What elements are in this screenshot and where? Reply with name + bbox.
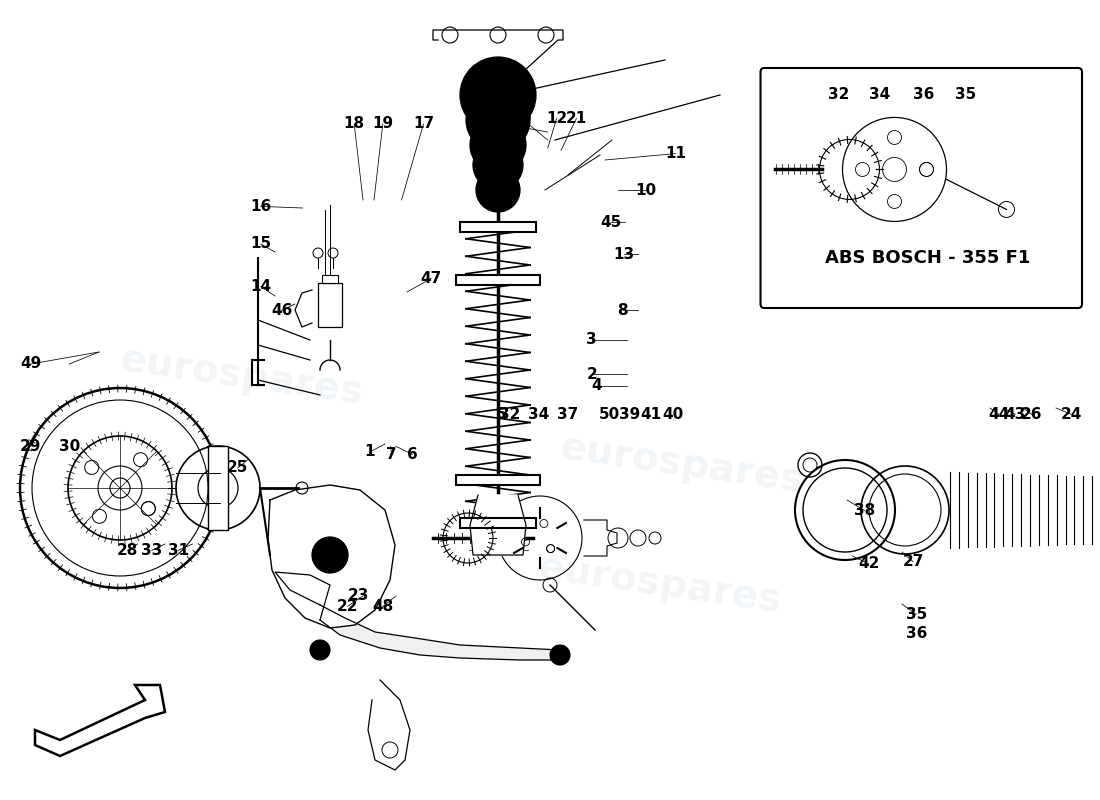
Circle shape [466,88,530,152]
Text: 11: 11 [664,146,686,161]
Text: 35: 35 [905,607,927,622]
Text: 39: 39 [618,407,640,422]
Text: eurospares: eurospares [536,548,784,620]
Text: ABS BOSCH - 355 F1: ABS BOSCH - 355 F1 [825,249,1031,266]
Bar [208,446,228,530]
Text: eurospares: eurospares [558,428,806,500]
Bar [318,283,342,327]
Circle shape [473,140,522,190]
Text: 2: 2 [586,367,597,382]
Bar [456,475,540,485]
Text: 26: 26 [1021,407,1043,422]
Text: 35: 35 [955,87,977,102]
Bar [460,222,536,232]
Polygon shape [275,572,330,620]
Text: 15: 15 [250,237,272,251]
Text: 40: 40 [662,407,684,422]
Text: 50: 50 [598,407,620,422]
Text: 42: 42 [858,557,880,571]
Text: 32: 32 [498,407,520,422]
Text: 48: 48 [372,599,394,614]
Text: 5: 5 [496,407,507,422]
Text: 31: 31 [167,543,189,558]
FancyBboxPatch shape [760,68,1082,308]
Text: 38: 38 [854,503,876,518]
Circle shape [470,117,526,173]
Text: 30: 30 [58,439,80,454]
Bar [460,518,536,528]
Text: 33: 33 [141,543,163,558]
Bar [322,275,338,283]
Text: 36: 36 [913,87,935,102]
Text: 9: 9 [468,111,478,126]
Text: 21: 21 [565,111,587,126]
Text: 45: 45 [600,215,621,230]
Text: 43: 43 [1004,407,1026,422]
Bar [456,275,540,285]
Text: 49: 49 [20,357,42,371]
Text: 7: 7 [386,447,397,462]
Text: 3: 3 [586,333,597,347]
Text: 36: 36 [905,626,927,641]
Polygon shape [35,685,165,756]
Text: 10: 10 [635,183,657,198]
Text: 44: 44 [988,407,1010,422]
Text: 16: 16 [250,199,272,214]
Text: 34: 34 [528,407,550,422]
Polygon shape [320,605,560,660]
Text: 18: 18 [343,117,365,131]
Text: eurospares: eurospares [118,340,366,412]
Text: 27: 27 [902,554,924,569]
Text: 25: 25 [227,461,249,475]
Text: 47: 47 [420,271,442,286]
Text: 28: 28 [117,543,139,558]
Text: 46: 46 [271,303,293,318]
Text: 37: 37 [557,407,579,422]
Text: 22: 22 [337,599,359,614]
Text: 23: 23 [348,589,370,603]
Text: 24: 24 [1060,407,1082,422]
Text: 34: 34 [869,87,891,102]
Polygon shape [470,495,526,555]
Text: 20: 20 [510,111,532,126]
Text: 14: 14 [250,279,272,294]
Text: 12: 12 [546,111,568,126]
Circle shape [476,168,520,212]
Polygon shape [433,30,563,90]
Text: 19: 19 [372,117,394,131]
Text: 4: 4 [591,378,602,393]
Text: 1: 1 [364,445,375,459]
Circle shape [312,537,348,573]
Text: 29: 29 [20,439,42,454]
Polygon shape [268,485,395,628]
Text: 8: 8 [617,303,628,318]
Text: 6: 6 [407,447,418,462]
Polygon shape [584,520,617,556]
Circle shape [460,57,536,133]
Text: 13: 13 [613,247,635,262]
Text: 41: 41 [640,407,662,422]
Polygon shape [368,680,410,770]
Circle shape [310,640,330,660]
Text: 32: 32 [827,87,849,102]
Circle shape [550,645,570,665]
Text: 17: 17 [412,117,434,131]
